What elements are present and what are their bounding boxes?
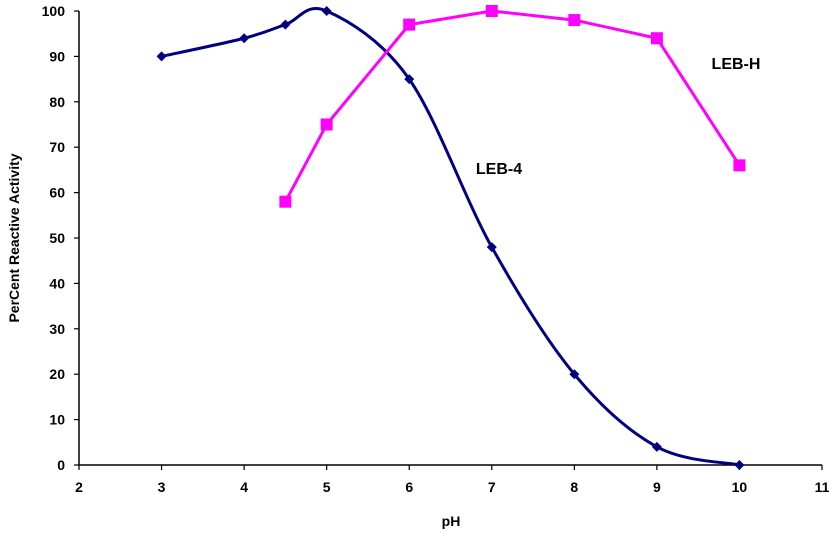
y-tick-label: 10 [49, 412, 65, 428]
x-tick-label: 5 [323, 479, 331, 495]
series-label-leb-h: LEB-H [712, 56, 761, 73]
x-tick-label: 7 [488, 479, 496, 495]
data-point-leb-4 [651, 441, 662, 452]
data-point-leb-h [279, 195, 292, 208]
chart-labels: LEB-4 LEB-H [476, 56, 761, 178]
y-tick-label: 80 [49, 94, 65, 110]
data-point-leb-h [403, 18, 416, 31]
x-tick-label: 11 [815, 479, 830, 495]
y-tick-label: 100 [42, 3, 66, 19]
y-tick-label: 40 [49, 275, 65, 291]
data-point-leb-4 [280, 19, 291, 30]
chart-axes [78, 11, 822, 466]
y-tick-label: 70 [49, 139, 65, 155]
x-tick-label: 3 [158, 479, 166, 495]
chart-ticks: 2 3 4 5 6 7 8 9 10 11 0 10 20 30 40 50 60 70 80 90 100 [42, 3, 830, 495]
x-tick-label: 8 [570, 479, 578, 495]
chart-series [156, 5, 746, 470]
data-point-leb-h [733, 159, 746, 172]
x-tick-label: 6 [405, 479, 413, 495]
data-point-leb-4 [734, 460, 745, 470]
series-line-leb-4 [161, 7, 740, 467]
data-point-leb-4 [321, 6, 332, 16]
y-tick-label: 30 [49, 321, 65, 337]
x-tick-label: 10 [732, 479, 748, 495]
data-point-leb-4 [404, 74, 415, 85]
y-tick-label: 90 [49, 48, 65, 64]
x-tick-label: 4 [240, 479, 248, 495]
x-tick-label: 9 [653, 479, 661, 495]
y-axis-title: PerCent Reactive Activity [6, 153, 22, 322]
data-point-leb-4 [569, 369, 580, 380]
x-axis-title: pH [442, 513, 461, 529]
data-point-leb-h [650, 32, 663, 45]
y-tick-label: 60 [49, 185, 65, 201]
x-tick-label: 2 [75, 479, 83, 495]
y-tick-label: 0 [57, 457, 65, 473]
data-point-leb-4 [486, 242, 497, 253]
data-point-leb-h [320, 118, 333, 131]
data-point-leb-4 [239, 33, 250, 44]
y-tick-label: 50 [49, 230, 65, 246]
y-tick-label: 20 [49, 366, 65, 382]
series-label-leb-4: LEB-4 [476, 161, 522, 178]
data-point-leb-h [568, 14, 581, 27]
data-point-leb-h [485, 5, 498, 17]
data-point-leb-4 [156, 51, 167, 62]
